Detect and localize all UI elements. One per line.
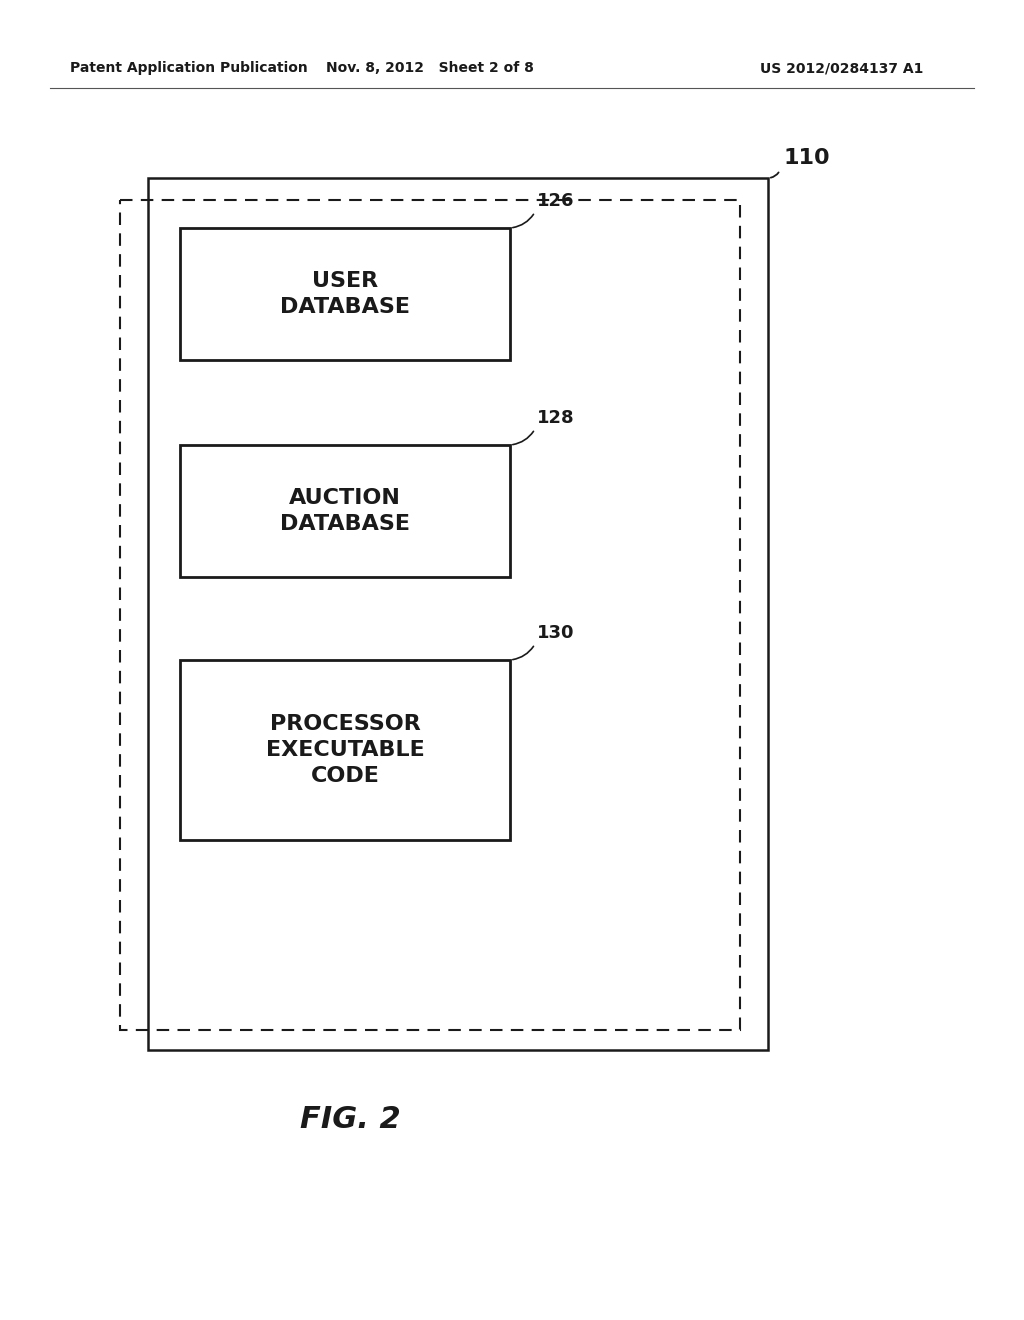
Text: 110: 110 [783,148,829,168]
Text: Patent Application Publication: Patent Application Publication [70,61,308,75]
Text: 126: 126 [537,191,574,210]
Bar [180,228,510,360]
Text: Nov. 8, 2012   Sheet 2 of 8: Nov. 8, 2012 Sheet 2 of 8 [326,61,534,75]
Bar [148,178,768,1049]
Bar [180,660,510,840]
Text: USER
DATABASE: USER DATABASE [280,271,410,317]
Bar [120,201,740,1030]
Text: 128: 128 [537,409,574,426]
Text: PROCESSOR
EXECUTABLE
CODE: PROCESSOR EXECUTABLE CODE [265,714,424,787]
Text: AUCTION
DATABASE: AUCTION DATABASE [280,488,410,535]
Text: 130: 130 [537,624,574,642]
Bar [180,445,510,577]
Text: US 2012/0284137 A1: US 2012/0284137 A1 [760,61,924,75]
Text: FIG. 2: FIG. 2 [300,1106,400,1134]
